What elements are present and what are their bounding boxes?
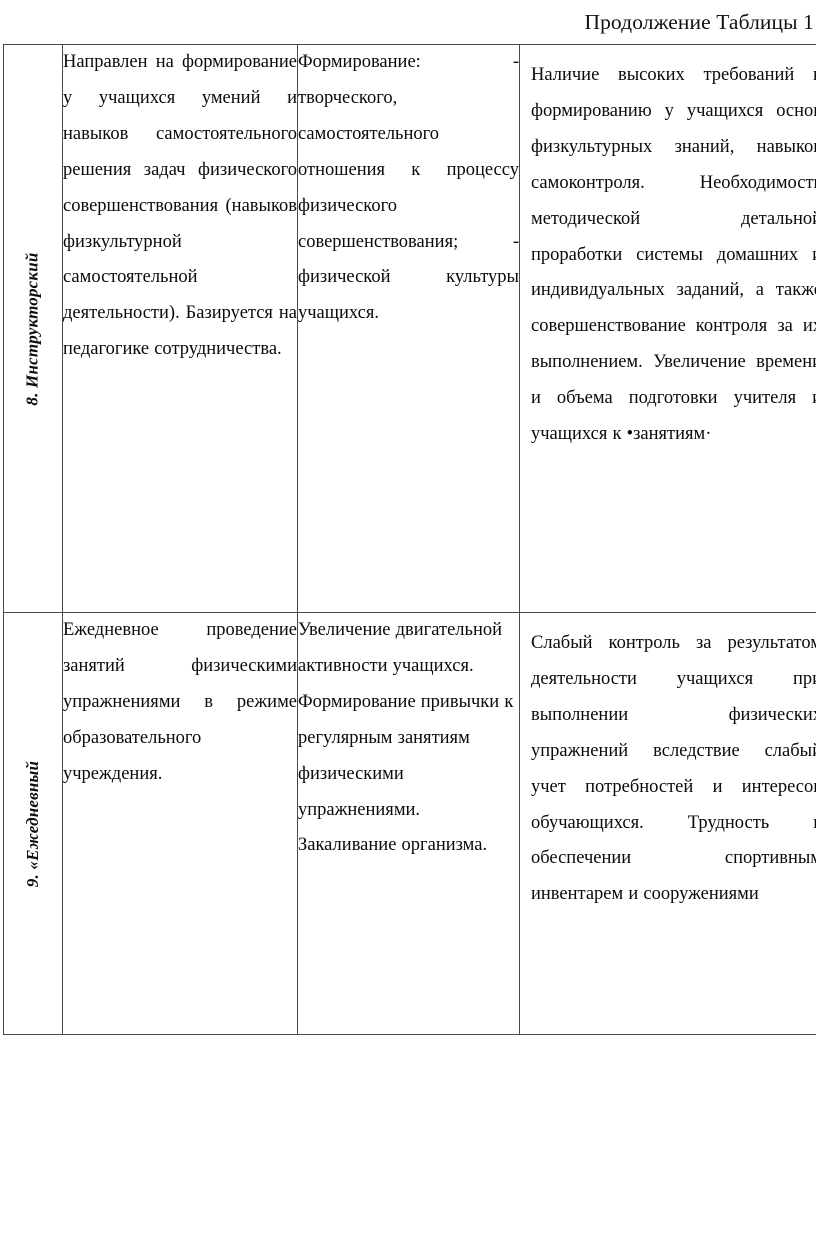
cell-paragraph: Формирование: - творческого, самостоятел… (298, 52, 519, 324)
row-0-column-2-cell: Формирование: - творческого, самостоятел… (297, 43, 520, 614)
row-label-cell-instructor: 8. Инструкторский (3, 43, 63, 614)
rotated-label-holder: 9. «Ежедневный (4, 613, 62, 1034)
cell-paragraph: Слабый контроль за результатом деятельно… (531, 633, 816, 905)
rotated-label-holder: 8. Инструкторский (4, 45, 62, 612)
page-title: Продолжение Таблицы 1 (584, 10, 814, 34)
row-1-column-3-cell: Слабый контроль за результатом деятельно… (519, 612, 816, 1035)
table-container: 8. Инструкторский Направлен на формирова… (3, 43, 816, 1035)
row-1-column-2-cell: Увеличение двигательной активности учащи… (297, 612, 520, 1035)
cell-paragraph: Ежедневное проведение занятий физическим… (63, 620, 297, 784)
page-header: Продолжение Таблицы 1 (0, 0, 816, 44)
table-row: 8. Инструкторский Направлен на формирова… (3, 43, 816, 614)
cell-paragraph: Увеличение двигательной активности учащи… (298, 620, 514, 856)
comparison-table: 8. Инструкторский Направлен на формирова… (3, 43, 816, 1035)
cell-paragraph: Наличие высоких требований к формировани… (531, 65, 816, 445)
row-0-column-1-cell: Направлен на формирование у учащихся уме… (62, 43, 298, 614)
row-label-cell-daily: 9. «Ежедневный (3, 612, 63, 1035)
table-row: 9. «Ежедневный Ежедневное проведение зан… (3, 612, 816, 1035)
row-label-text: 9. «Ежедневный (23, 760, 42, 887)
cell-paragraph: Направлен на формирование у учащихся уме… (63, 52, 297, 360)
row-0-column-3-cell: Наличие высоких требований к формировани… (519, 43, 816, 614)
row-label-text: 8. Инструкторский (23, 251, 42, 406)
row-1-column-1-cell: Ежедневное проведение занятий физическим… (62, 612, 298, 1035)
